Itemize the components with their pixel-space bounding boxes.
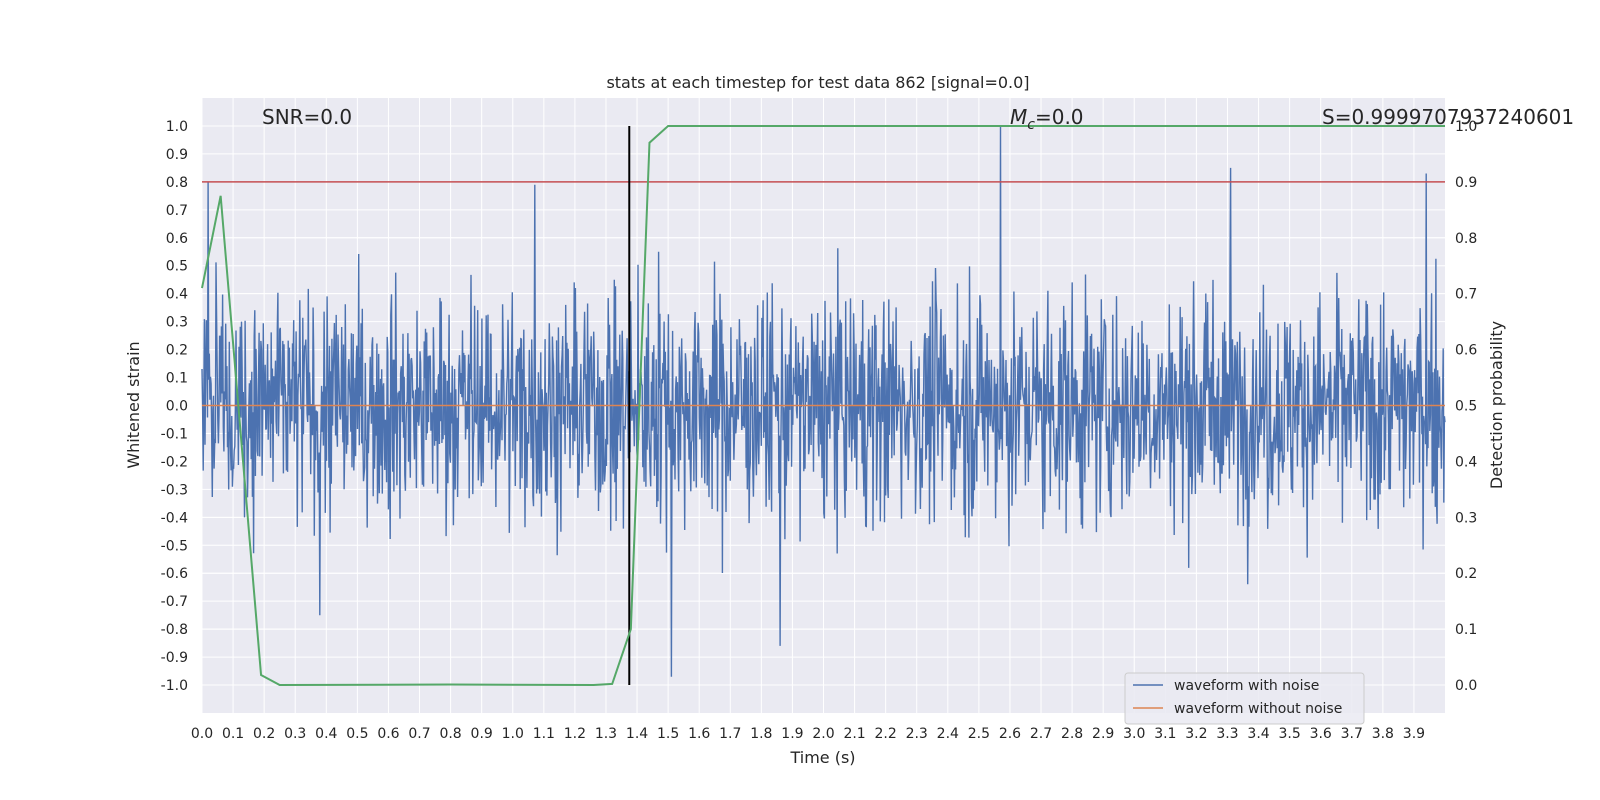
y-tick-label: 0.4 <box>166 287 188 303</box>
detection-probability-line <box>201 124 1445 687</box>
y-tick-label: 0.6 <box>166 231 188 247</box>
legend-label-clean: waveform without noise <box>1174 701 1342 717</box>
x-tick-label: 3.5 <box>1278 726 1300 742</box>
x-tick-label: 0.4 <box>315 726 337 742</box>
y-tick-label: 0.1 <box>166 371 188 387</box>
x-tick-label: 0.8 <box>439 726 461 742</box>
x-tick-label: 1.2 <box>564 726 586 742</box>
y2-tick-label: 0.4 <box>1455 454 1477 470</box>
y2-tick-label: 0.3 <box>1455 510 1477 526</box>
x-tick-label: 0.5 <box>346 726 368 742</box>
waveform-with-noise-line <box>201 125 1446 677</box>
x-tick-label: 3.1 <box>1154 726 1176 742</box>
x-tick-label: 2.4 <box>937 726 959 742</box>
x-tick-label: 1.5 <box>657 726 679 742</box>
chart-title: stats at each timestep for test data 862… <box>606 73 1029 92</box>
x-tick-label: 2.0 <box>812 726 834 742</box>
y-axis-label: Whitened strain <box>124 341 143 468</box>
x-tick-label: 1.4 <box>626 726 648 742</box>
x-tick-label: 2.3 <box>906 726 928 742</box>
x-tick-label: 3.9 <box>1403 726 1425 742</box>
y-tick-label: 0.9 <box>166 147 188 163</box>
y-tick-label: -0.2 <box>161 454 188 470</box>
x-tick-label: 0.2 <box>253 726 275 742</box>
y-tick-label: 0.0 <box>166 399 188 415</box>
x-tick-label: 0.6 <box>377 726 399 742</box>
x-tick-label: 0.9 <box>471 726 493 742</box>
x-tick-label: 0.7 <box>408 726 430 742</box>
x-tick-label: 1.3 <box>595 726 617 742</box>
s-annotation: S=0.9999707937240601 <box>1322 105 1574 129</box>
y-tick-label: -0.1 <box>161 426 188 442</box>
y-tick-label: 1.0 <box>166 119 188 135</box>
detection-probability-series <box>201 124 1445 687</box>
y-tick-label: 0.3 <box>166 315 188 331</box>
y-tick-label: 0.8 <box>166 175 188 191</box>
y-tick-label: -0.8 <box>161 622 188 638</box>
x-tick-label: 3.6 <box>1310 726 1332 742</box>
y2-tick-labels: 1.0 0.9 0.8 0.7 0.6 0.5 0.4 0.3 0.2 0.1 0.0 <box>1455 119 1477 694</box>
y-tick-label: -0.7 <box>161 594 188 610</box>
y2-tick-label: 0.7 <box>1455 287 1477 303</box>
y2-tick-label: 0.6 <box>1455 343 1477 359</box>
y2-tick-label: 1.0 <box>1455 119 1477 135</box>
waveform-with-noise-series <box>201 125 1446 677</box>
x-tick-label: 2.2 <box>875 726 897 742</box>
legend-label-noisy: waveform with noise <box>1174 678 1319 694</box>
y2-tick-label: 0.9 <box>1455 175 1477 191</box>
x-tick-label: 0.0 <box>191 726 213 742</box>
y-tick-label: -0.4 <box>161 510 188 526</box>
y2-axis-label: Detection probability <box>1487 321 1506 489</box>
x-tick-label: 3.4 <box>1247 726 1269 742</box>
mc-annotation: Mc=0.0 <box>1010 105 1084 133</box>
y-tick-label: -0.5 <box>161 538 188 554</box>
x-tick-label: 1.0 <box>502 726 524 742</box>
y2-tick-label: 0.1 <box>1455 622 1477 638</box>
x-tick-label: 3.7 <box>1341 726 1363 742</box>
legend: waveform with noise waveform without noi… <box>1124 672 1365 725</box>
y2-tick-label: 0.5 <box>1455 399 1477 415</box>
mc-symbol: M <box>1010 105 1027 129</box>
y-tick-label: -0.9 <box>161 650 188 666</box>
x-tick-label: 2.6 <box>999 726 1021 742</box>
x-tick-label: 0.3 <box>284 726 306 742</box>
x-tick-label: 1.6 <box>688 726 710 742</box>
snr-annotation: SNR=0.0 <box>262 105 352 129</box>
x-tick-label: 2.1 <box>843 726 865 742</box>
x-tick-label: 1.1 <box>533 726 555 742</box>
x-axis-label: Time (s) <box>789 748 855 767</box>
y-tick-label: 0.7 <box>166 203 188 219</box>
x-tick-label: 2.7 <box>1030 726 1052 742</box>
y-tick-label: 0.5 <box>166 259 188 275</box>
x-tick-label: 3.3 <box>1216 726 1238 742</box>
legend-box <box>1124 672 1365 725</box>
y-tick-labels: 1.0 0.9 0.8 0.7 0.6 0.5 0.4 0.3 0.2 0.1 0.0 -0.1 -0.… <box>161 119 188 694</box>
x-tick-label: 2.5 <box>968 726 990 742</box>
x-tick-label: 3.2 <box>1185 726 1207 742</box>
x-tick-label: 1.7 <box>719 726 741 742</box>
mc-subscript: c <box>1027 117 1035 133</box>
y2-tick-label: 0.0 <box>1455 678 1477 694</box>
y2-tick-label: 0.2 <box>1455 566 1477 582</box>
y2-tick-label: 0.8 <box>1455 231 1477 247</box>
x-tick-label: 3.8 <box>1372 726 1394 742</box>
mc-value: =0.0 <box>1035 105 1084 129</box>
x-tick-label: 1.9 <box>781 726 803 742</box>
x-tick-label: 0.1 <box>222 726 244 742</box>
x-tick-label: 3.0 <box>1123 726 1145 742</box>
x-tick-label: 2.9 <box>1092 726 1114 742</box>
y-tick-label: -0.6 <box>161 566 188 582</box>
x-tick-label: 1.8 <box>750 726 772 742</box>
y-tick-label: -0.3 <box>161 482 188 498</box>
y-tick-label: 0.2 <box>166 343 188 359</box>
x-tick-labels: 0.0 0.1 0.2 0.3 0.4 0.5 0.6 0.7 0.8 0.9 1.0 1.1 1.2 1… <box>191 726 1425 742</box>
x-tick-label: 2.8 <box>1061 726 1083 742</box>
y-tick-label: -1.0 <box>161 678 188 694</box>
